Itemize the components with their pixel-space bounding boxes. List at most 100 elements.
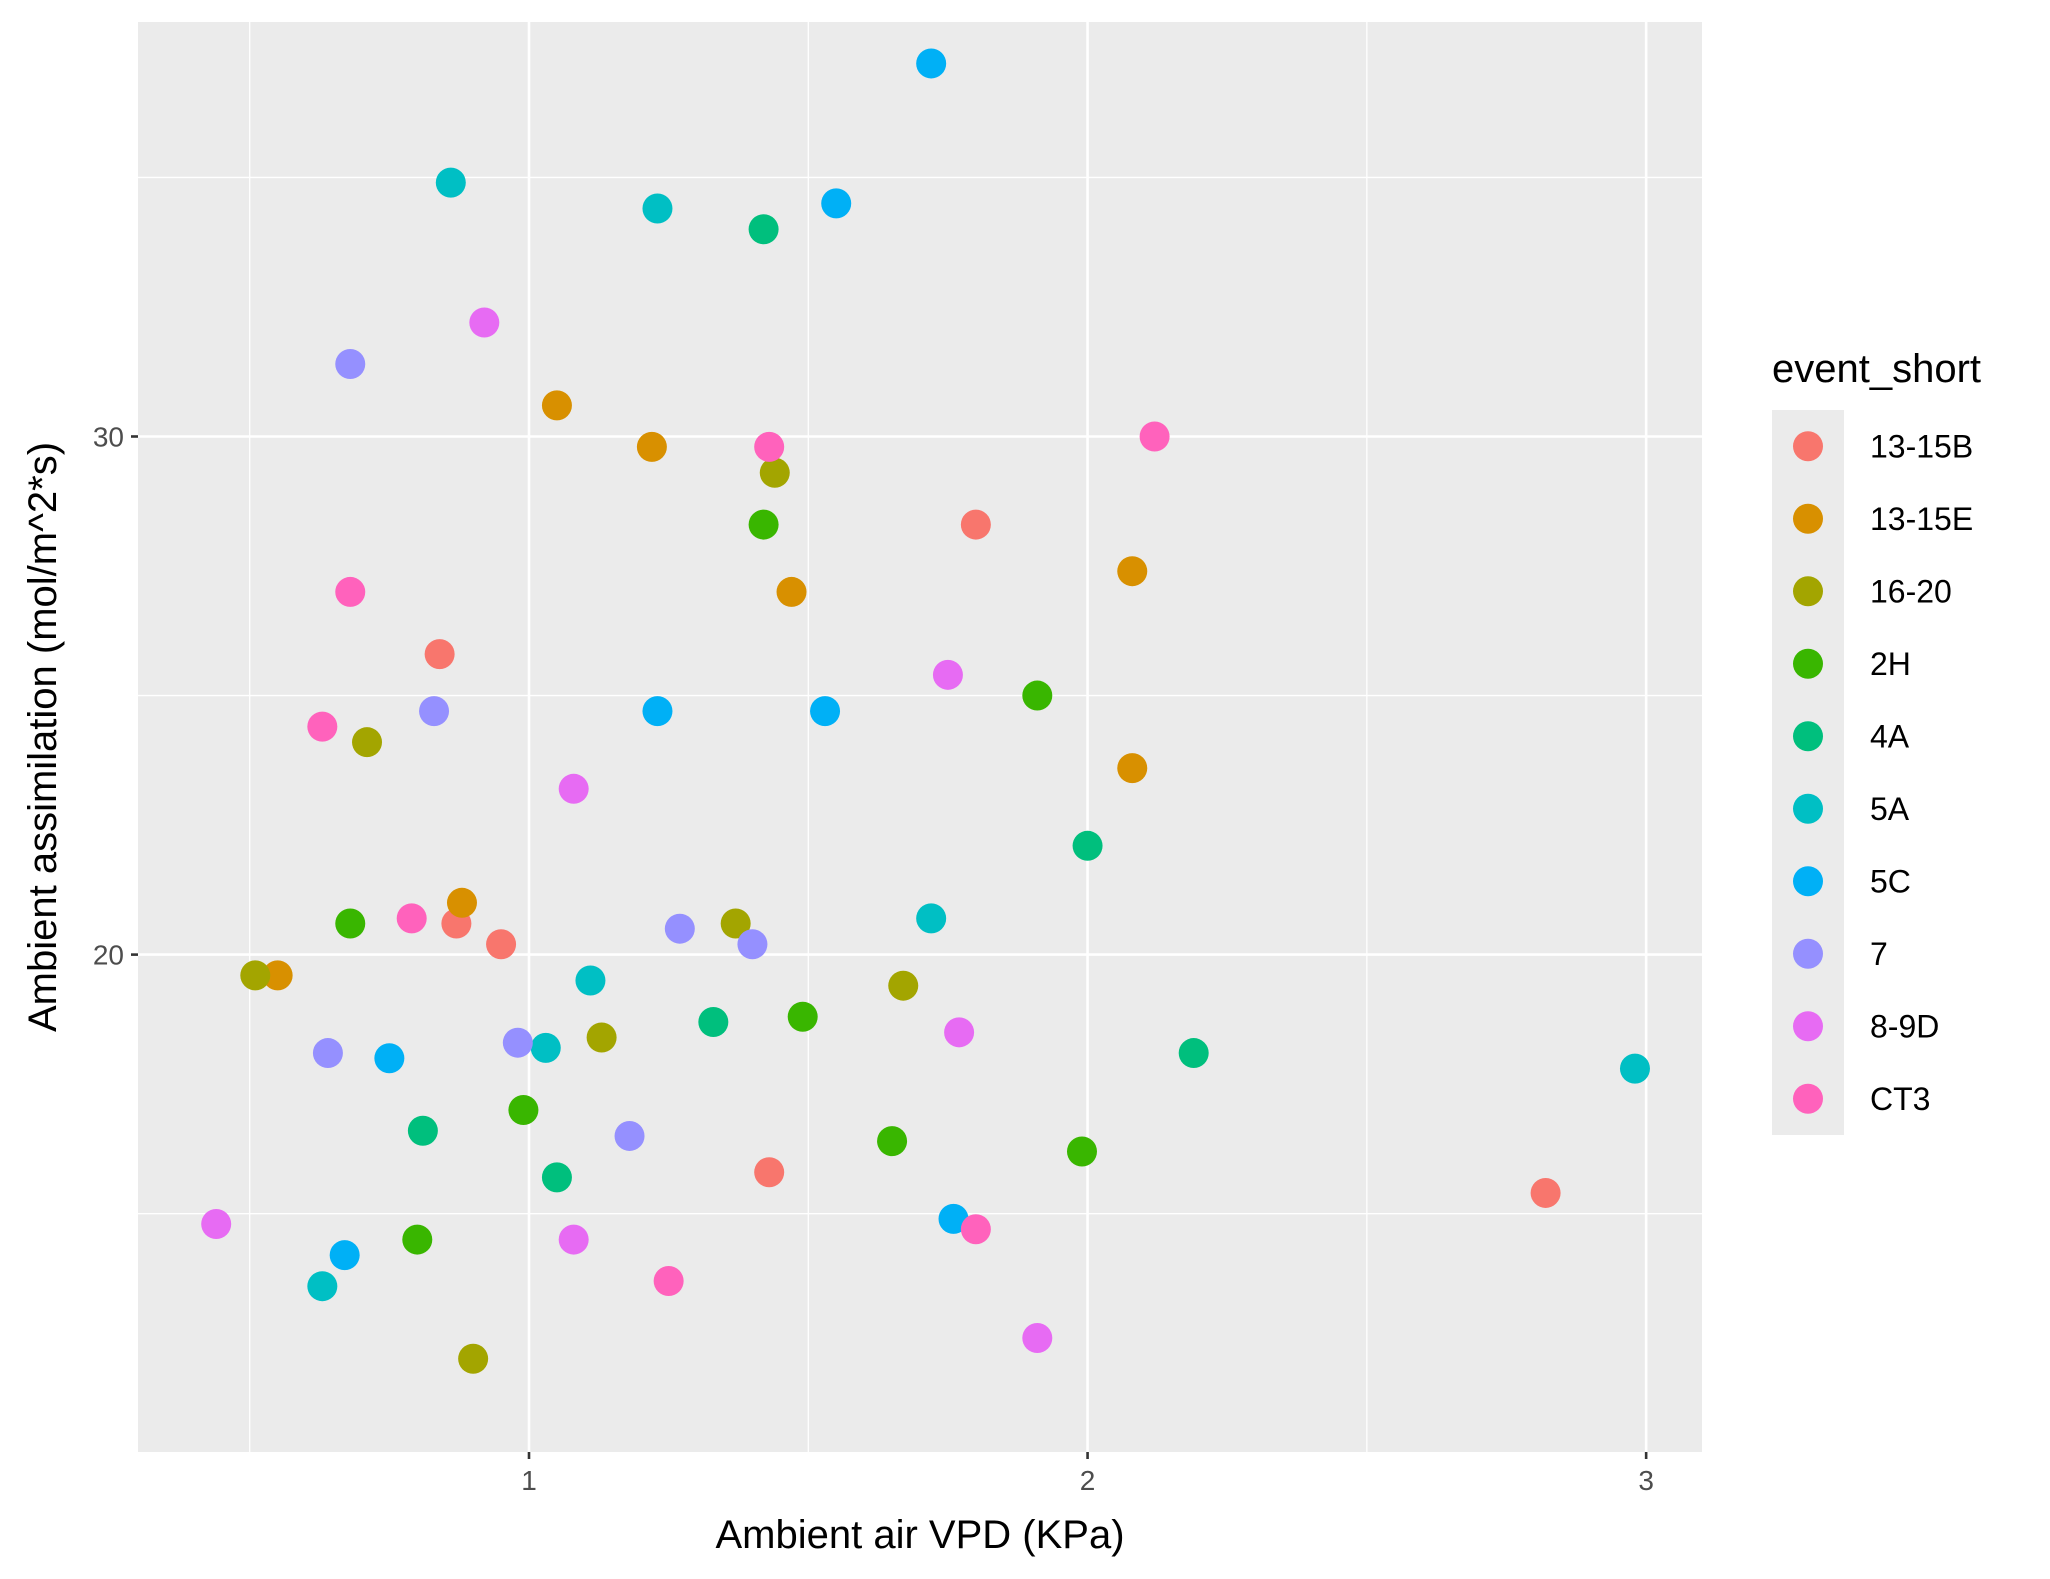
data-point	[776, 576, 807, 607]
data-point	[636, 431, 667, 462]
data-point	[1022, 1323, 1053, 1354]
data-point	[754, 1157, 785, 1188]
legend-swatch	[1793, 1011, 1823, 1042]
x-axis-title: Ambient air VPD (KPa)	[715, 1513, 1124, 1557]
legend-label: 5A	[1870, 791, 1910, 827]
data-point	[932, 659, 963, 690]
data-point	[698, 1006, 729, 1037]
data-point	[374, 1043, 405, 1074]
data-point	[307, 711, 338, 742]
data-point	[960, 509, 991, 540]
data-point	[307, 1271, 338, 1302]
data-point	[1072, 830, 1103, 861]
data-point	[201, 1209, 232, 1240]
data-point	[586, 1022, 617, 1053]
legend-label: 7	[1870, 936, 1888, 972]
data-points	[201, 48, 1650, 1374]
data-point	[335, 348, 366, 379]
data-point	[262, 960, 293, 991]
legend-label: 2H	[1870, 646, 1911, 682]
data-point	[240, 960, 271, 991]
data-point	[1178, 1038, 1209, 1069]
data-point	[642, 696, 673, 727]
data-point	[759, 457, 790, 488]
data-point	[469, 307, 500, 338]
legend-swatch	[1793, 866, 1823, 897]
data-point	[541, 390, 572, 421]
data-point	[419, 696, 450, 727]
legend-label: 4A	[1870, 718, 1910, 754]
data-point	[1530, 1177, 1561, 1208]
data-point	[352, 727, 383, 758]
legend-swatch	[1793, 721, 1823, 752]
data-point	[653, 1266, 684, 1297]
data-point	[558, 773, 589, 804]
legend-label: 5C	[1870, 863, 1911, 899]
data-point	[1117, 753, 1148, 784]
y-axis-title: Ambient assimilation (mol/m^2*s)	[21, 442, 65, 1032]
data-point	[424, 639, 455, 670]
data-point	[787, 1001, 818, 1032]
data-point	[575, 965, 606, 996]
data-point	[737, 929, 768, 960]
data-point	[1619, 1053, 1650, 1084]
data-point	[558, 1224, 589, 1255]
legend-swatch	[1793, 938, 1823, 969]
data-point	[1022, 680, 1053, 711]
data-point	[916, 903, 947, 934]
data-point	[938, 1203, 969, 1234]
y-tick-label: 30	[93, 421, 124, 452]
x-axis-ticks: 1 2 3	[521, 1452, 1654, 1496]
data-point	[335, 908, 366, 939]
data-point	[1139, 421, 1170, 452]
data-point	[614, 1120, 645, 1151]
x-tick-label: 1	[521, 1465, 537, 1496]
data-point	[888, 970, 919, 1001]
legend-swatch	[1793, 431, 1823, 462]
legend: 13-15B 13-15E 16-20 2H 4A 5A 5C 7 8-9D CT3	[1772, 410, 1973, 1135]
data-point	[642, 193, 673, 224]
data-point	[944, 1017, 975, 1048]
data-point	[508, 1095, 539, 1126]
data-point	[720, 908, 751, 939]
legend-swatch	[1793, 793, 1823, 824]
data-point	[877, 1126, 908, 1157]
legend-swatch	[1793, 503, 1823, 534]
data-point	[748, 509, 779, 540]
legend-label: 13-15E	[1870, 501, 1973, 537]
grid-minor	[138, 22, 1702, 1452]
data-point	[312, 1038, 343, 1069]
data-point	[664, 913, 695, 944]
legend-label: 16-20	[1870, 573, 1952, 609]
data-point	[329, 1240, 360, 1271]
data-point	[435, 167, 466, 198]
legend-title: event_short	[1772, 347, 1981, 391]
data-point	[502, 1027, 533, 1058]
data-point	[402, 1224, 433, 1255]
data-point	[446, 887, 477, 918]
data-point	[960, 1214, 991, 1245]
data-point	[541, 1162, 572, 1193]
data-point	[1117, 556, 1148, 587]
data-point	[486, 929, 517, 960]
data-point	[1066, 1136, 1097, 1167]
data-point	[754, 431, 785, 462]
legend-label: 13-15B	[1870, 428, 1973, 464]
y-tick-label: 20	[93, 940, 124, 971]
legend-label: 8-9D	[1870, 1008, 1939, 1044]
legend-label: CT3	[1870, 1081, 1930, 1117]
data-point	[821, 188, 852, 219]
legend-swatch	[1793, 576, 1823, 607]
legend-swatch	[1793, 1083, 1823, 1114]
data-point	[396, 903, 427, 934]
x-tick-label: 2	[1080, 1465, 1096, 1496]
x-tick-label: 3	[1638, 1465, 1654, 1496]
legend-swatch	[1793, 648, 1823, 679]
data-point	[810, 696, 841, 727]
grid-major	[138, 22, 1702, 1452]
data-point	[916, 48, 947, 79]
data-point	[407, 1115, 438, 1146]
data-point	[748, 214, 779, 245]
